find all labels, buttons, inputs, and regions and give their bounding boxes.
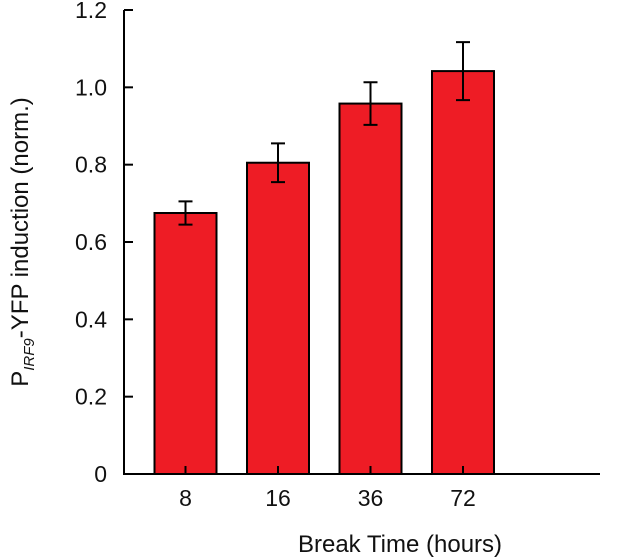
- x-axis-title: Break Time (hours): [298, 531, 502, 558]
- bar-16: [246, 161, 310, 475]
- error-bar-72: [456, 41, 470, 102]
- error-bars-group: [178, 41, 470, 226]
- error-bar-16: [271, 142, 285, 184]
- x-tick-label-36: 36: [358, 485, 384, 511]
- y-axis-title-subscript: IRF9: [21, 338, 38, 371]
- y-tick-label-0.8: 0.8: [75, 152, 107, 178]
- y-ticks-group: 0 0.2 0.4 0.6 0.8 1.0 1.2: [75, 0, 133, 487]
- x-tick-label-72: 72: [450, 485, 476, 511]
- x-ticks-group: 8 16 36 72: [179, 466, 476, 511]
- y-axis-title-prefix: P: [7, 371, 34, 387]
- bar-72: [431, 70, 495, 476]
- y-tick-label-1.2: 1.2: [75, 0, 107, 23]
- y-tick-label-0: 0: [94, 461, 107, 487]
- bars-group: [153, 70, 495, 476]
- y-tick-label-0.6: 0.6: [75, 229, 107, 255]
- x-tick-label-16: 16: [265, 485, 291, 511]
- bar-8: [153, 212, 218, 475]
- bar-36: [338, 102, 403, 475]
- y-tick-label-0.4: 0.4: [75, 306, 107, 332]
- error-bar-8: [178, 200, 193, 226]
- y-axis-title-suffix: -YFP induction (norm.): [7, 97, 34, 338]
- y-axis-title: PIRF9-YFP induction (norm.): [7, 97, 38, 387]
- y-tick-label-0.2: 0.2: [75, 384, 107, 410]
- y-tick-label-1.0: 1.0: [75, 74, 107, 100]
- x-tick-label-8: 8: [179, 485, 192, 511]
- error-bar-36: [363, 81, 378, 126]
